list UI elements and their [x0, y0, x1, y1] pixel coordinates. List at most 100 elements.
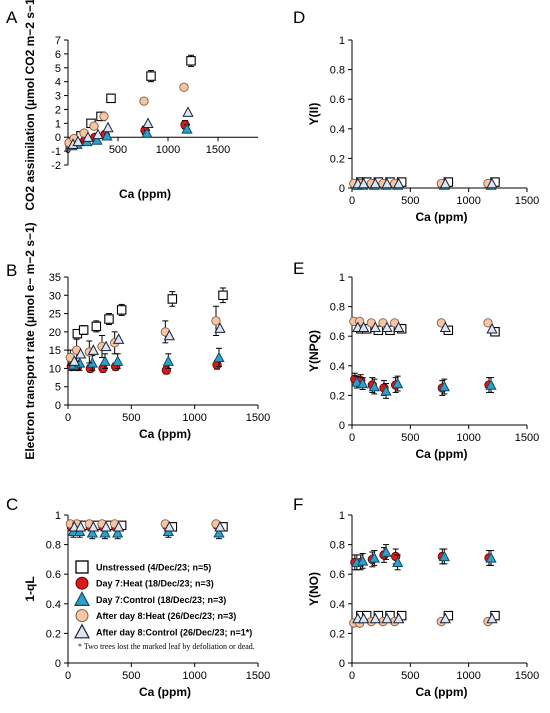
y-tick-label: 25	[49, 309, 61, 321]
data-point	[357, 377, 369, 389]
legend-item-after8_control: After day 8:Control (26/Dec/23; n=1*)	[73, 623, 252, 639]
x-tick-label: 1000	[456, 195, 480, 207]
data-point	[86, 526, 98, 538]
y-tick-label: 1	[55, 118, 61, 130]
data-point	[380, 385, 392, 396]
data-point	[213, 526, 225, 538]
data-point	[72, 135, 84, 147]
data-point	[439, 612, 451, 624]
series-day7_control	[67, 347, 225, 371]
series-after8_control	[352, 177, 498, 189]
x-tick-label: 1000	[156, 144, 180, 156]
y-tick-label: -1	[51, 146, 61, 158]
data-point	[485, 552, 497, 563]
data-point	[99, 355, 111, 366]
y-tick-label: 10	[49, 363, 61, 375]
series-after8_control	[352, 321, 498, 334]
data-point	[368, 552, 380, 563]
data-point	[68, 355, 80, 366]
panel-E: E 0 0.2 0.4 0.6 0.8 1 0 500 1000 1500 Ca (ppm) Y(NPQ…	[293, 259, 539, 461]
data-point	[358, 321, 370, 333]
data-point	[78, 325, 89, 335]
y-tick-label: 30	[49, 290, 61, 302]
y-tick-label: 0	[55, 400, 61, 412]
x-tick-label: 500	[401, 195, 419, 207]
x-tick-label: 1500	[515, 195, 539, 207]
series-after8_control	[67, 106, 194, 149]
x-tick-label: 1000	[182, 670, 206, 682]
panels: A-2-101234567050010001500Ca (ppm)CO2 ass…	[6, 0, 539, 699]
x-tick-label: 500	[122, 670, 140, 682]
legend: Unstressed (4/Dec/23; n=5) Day 7:Heat (18…	[73, 560, 255, 651]
series-day7_heat	[350, 372, 494, 396]
y-tick-label: 5	[55, 382, 61, 394]
y-tick-label: 0.2	[330, 628, 345, 640]
data-point	[181, 123, 193, 134]
data-point	[182, 106, 194, 117]
data-point	[100, 520, 112, 532]
x-tick-label: 500	[401, 670, 419, 682]
data-point	[486, 177, 498, 189]
panel-label-B: B	[6, 261, 17, 280]
y-tick-label: 0	[55, 132, 61, 144]
y-tick-label: 0.2	[330, 153, 345, 165]
x-tick-label: 1500	[206, 144, 230, 156]
legend-item-unstressed: Unstressed (4/Dec/23; n=5)	[75, 560, 211, 574]
y-tick-label: 1	[55, 510, 61, 522]
y-tick-label: 0	[339, 420, 345, 432]
data-point	[486, 322, 498, 334]
panel-F: F 0 0.2 0.4 0.6 0.8 1 0 500 1000 1500 Ca (ppm) Y(NO)	[293, 495, 539, 699]
data-point	[106, 93, 116, 104]
y-tick-label: 0	[55, 658, 61, 670]
series-unstressed	[71, 54, 196, 145]
y-tick-label: 0.2	[330, 390, 345, 402]
data-point	[139, 96, 149, 106]
x-tick-label: 1000	[456, 432, 480, 444]
y-axis-label: Electron transport rate (µmol e− m−2 s−1…	[23, 222, 37, 459]
data-point	[392, 377, 404, 389]
data-point	[141, 127, 153, 138]
x-tick-label: 500	[401, 432, 419, 444]
y-axis-label: Y(NPQ)	[307, 330, 321, 372]
data-point	[381, 612, 393, 624]
y-tick-label: 4	[55, 77, 61, 89]
x-tick-label: 1500	[515, 432, 539, 444]
x-axis-label: Ca (ppm)	[139, 685, 191, 699]
y-tick-label: 1	[339, 510, 345, 522]
data-point	[381, 177, 393, 189]
series-day7_control	[351, 375, 497, 399]
data-point	[163, 520, 175, 532]
legend-label: Day 7:Control (18/Dec/23; n=3)	[96, 595, 226, 605]
y-tick-label: 5	[55, 63, 61, 75]
data-point	[91, 321, 102, 332]
y-tick-label: 3	[55, 91, 61, 103]
data-point	[358, 612, 370, 624]
data-point	[146, 71, 156, 81]
x-tick-label: 0	[65, 412, 71, 424]
series-day7_control	[351, 544, 497, 571]
y-axis-label: 1-qL	[23, 576, 37, 601]
data-point	[167, 294, 178, 304]
data-point	[163, 329, 175, 341]
panel-label-C: C	[6, 495, 18, 514]
legend-label: After day 8:Control (26/Dec/23; n=1*)	[96, 627, 252, 637]
data-point	[113, 520, 125, 532]
panel-C: C 0 0.2 0.4 0.6 0.8 1 0 500 1000 1500 Ca (ppm) 1-qL	[6, 495, 270, 699]
data-point	[104, 314, 114, 324]
y-tick-label: 0.2	[46, 628, 61, 640]
data-point	[142, 117, 154, 129]
data-point	[393, 321, 405, 333]
x-tick-label: 1500	[515, 670, 539, 682]
y-tick-label: 0.8	[330, 540, 345, 552]
y-tick-label: 0.8	[46, 540, 61, 552]
panel-A: A-2-101234567050010001500Ca (ppm)CO2 ass…	[6, 0, 258, 211]
x-axis-label: Ca (ppm)	[119, 187, 171, 201]
panel-label-D: D	[293, 8, 305, 27]
legend-marker	[73, 591, 91, 607]
x-tick-label: 0	[349, 670, 355, 682]
y-axis-label: CO2 assimilation (µmol CO2 m−2 s−1)	[23, 0, 37, 211]
data-point	[393, 612, 405, 624]
data-point	[161, 365, 171, 375]
data-point	[101, 129, 113, 141]
